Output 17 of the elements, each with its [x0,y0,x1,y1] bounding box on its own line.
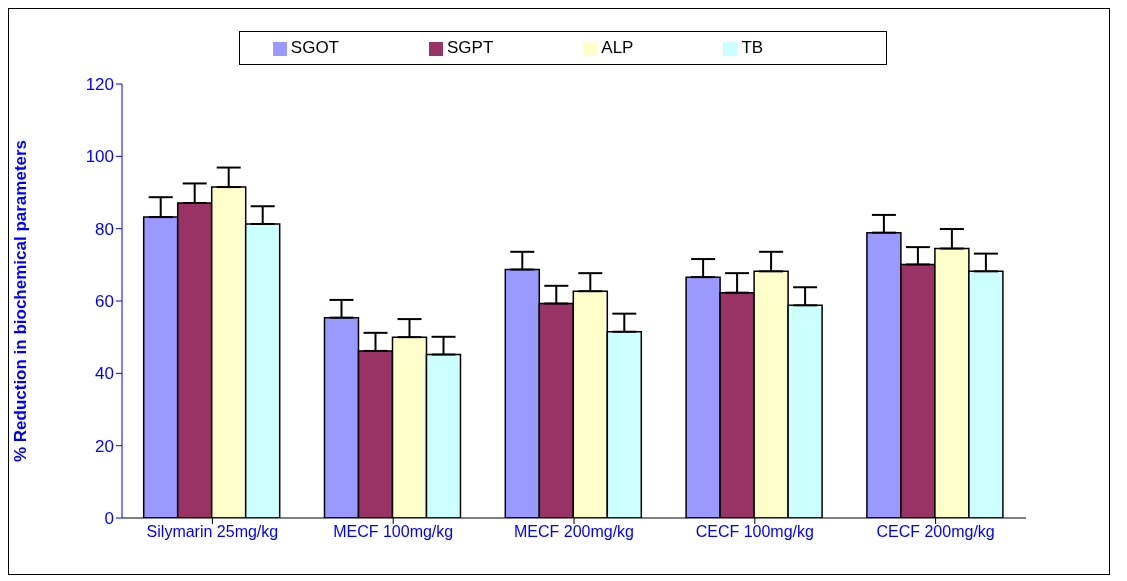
y-tick-label: 40 [95,364,114,384]
legend-label: SGOT [290,38,339,57]
x-tick-label: MECF 100mg/kg [333,523,454,541]
y-tick-label: 100 [85,147,114,167]
y-axis-title: % Reduction in biochemical parameters [11,139,31,463]
legend-label: SGPT [447,38,494,57]
legend-label: TB [741,38,764,57]
y-tick-label: 60 [95,292,114,312]
y-tick-label: 20 [95,436,114,456]
legend-label: ALP [601,38,634,57]
x-tick-label: CECF 200mg/kg [876,523,995,541]
y-tick-label: 80 [95,219,114,239]
y-tick-label: 120 [85,75,114,95]
x-tick-label: MECF 200mg/kg [513,523,635,541]
x-tick-label: CECF 100mg/kg [695,523,814,541]
x-tick-label: Silymarin 25mg/kg [146,523,279,541]
y-tick-label: 0 [104,509,114,529]
